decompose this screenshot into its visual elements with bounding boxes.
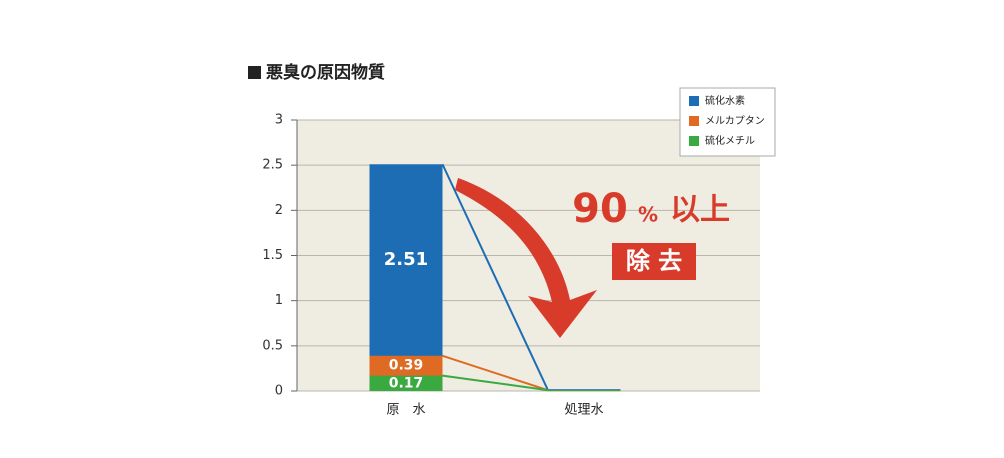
reduction-arrow [455, 178, 597, 338]
connector-line [442, 374, 548, 392]
y-tick-label: 2.5 [262, 158, 283, 173]
title-mark [248, 66, 261, 79]
legend-label: 硫化メチル [705, 134, 755, 147]
value-label: 2.51 [384, 249, 428, 270]
x-tick-label: 処理水 [564, 403, 603, 418]
annotation: 除 去 [626, 247, 682, 275]
y-tick-label: 1.5 [262, 248, 283, 263]
connector-line [441, 163, 549, 390]
bar [547, 390, 621, 392]
annotation: 90 [572, 186, 628, 232]
y-tick-label: 0.5 [262, 338, 283, 353]
x-tick-label: 原 水 [386, 403, 425, 418]
annotation: % [638, 203, 658, 227]
bar [369, 375, 443, 391]
y-tick-label: 2 [275, 203, 283, 218]
y-tick-label: 1 [275, 293, 283, 308]
value-label: 0.17 [389, 375, 424, 391]
y-tick-label: 3 [275, 113, 283, 128]
legend-label: 硫化水素 [705, 94, 745, 107]
bar [369, 164, 443, 391]
annotation-box [612, 243, 696, 280]
y-tick-label: 0 [275, 384, 283, 399]
value-label: 0.39 [389, 358, 424, 374]
annotation: 以上 [670, 193, 730, 228]
legend-swatch [689, 96, 699, 106]
legend-swatch [689, 116, 699, 126]
connector-line [442, 354, 548, 392]
legend-label: メルカプタン [705, 115, 765, 127]
legend-swatch [689, 136, 699, 146]
chart-title: 悪臭の原因物質 [266, 62, 385, 83]
